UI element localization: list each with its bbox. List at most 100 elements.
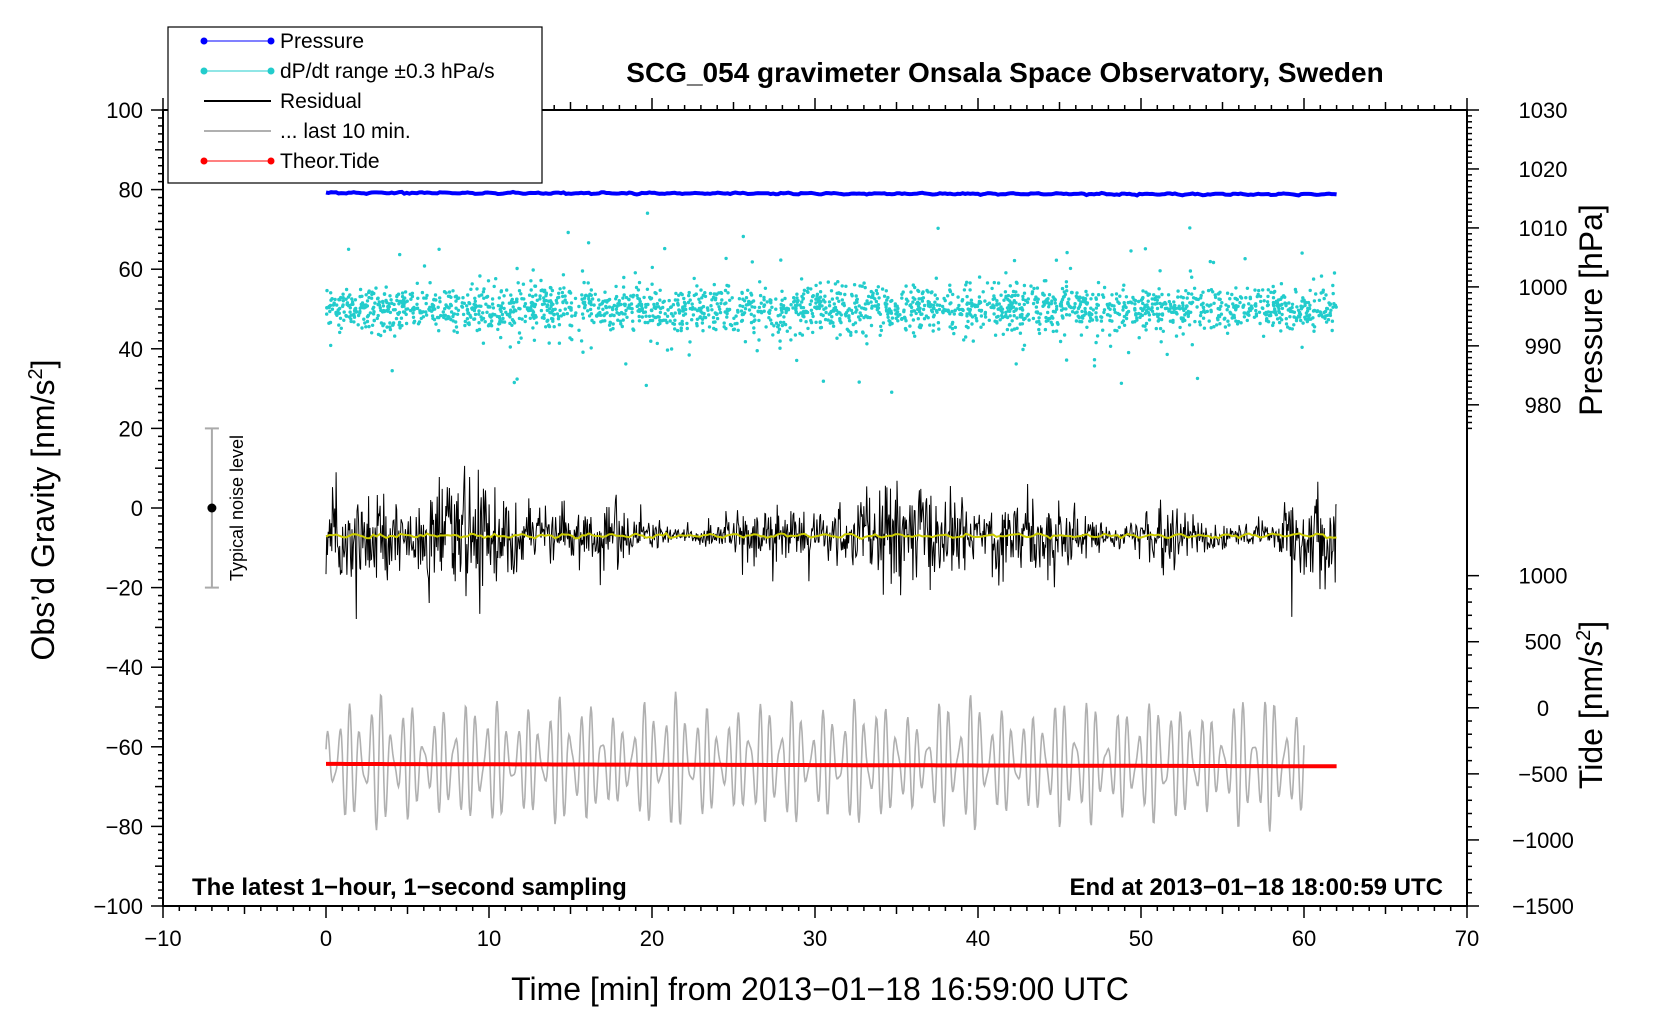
dpdt-point xyxy=(734,314,738,318)
dpdt-point xyxy=(1306,318,1310,322)
dpdt-point xyxy=(697,297,701,301)
dpdt-point xyxy=(990,286,994,291)
dpdt-point xyxy=(363,321,367,325)
dpdt-point xyxy=(432,317,437,322)
dpdt-point xyxy=(1031,301,1036,306)
dpdt-point xyxy=(949,301,953,305)
dpdt-point xyxy=(1261,306,1265,311)
dpdt-point xyxy=(1016,293,1020,297)
dpdt-point xyxy=(722,325,726,329)
dpdt-point xyxy=(682,296,686,301)
dpdt-point xyxy=(388,327,393,332)
dpdt-point xyxy=(1284,322,1289,326)
dpdt-point xyxy=(637,319,642,323)
dpdt-point xyxy=(879,324,883,329)
dpdt-point xyxy=(1091,308,1096,312)
dpdt-point xyxy=(611,326,615,331)
dpdt-point xyxy=(1276,298,1281,302)
dpdt-point xyxy=(832,302,836,306)
dpdt-point xyxy=(1051,329,1056,334)
dpdt-point xyxy=(1075,291,1079,295)
dpdt-point xyxy=(863,285,867,290)
theor-tide-series-line xyxy=(326,761,1337,769)
dpdt-point xyxy=(979,325,983,329)
dpdt-point xyxy=(1280,302,1284,307)
dpdt-point xyxy=(870,304,874,308)
dpdt-point xyxy=(397,323,401,327)
dpdt-point xyxy=(395,294,399,299)
dpdt-point xyxy=(811,294,815,298)
dpdt-point xyxy=(676,301,680,306)
dpdt-point xyxy=(878,312,883,316)
dpdt-point xyxy=(365,319,370,324)
dpdt-point xyxy=(1215,323,1219,327)
dpdt-point xyxy=(563,307,567,311)
dpdt-point xyxy=(802,288,807,292)
dpdt-point xyxy=(1080,320,1084,324)
dpdt-point xyxy=(1199,293,1203,298)
dpdt-point xyxy=(589,312,594,316)
dpdt-point xyxy=(1099,319,1104,323)
dpdt-point xyxy=(1009,306,1014,310)
dpdt-point xyxy=(1150,302,1155,306)
dpdt-point xyxy=(486,279,491,283)
dpdt-point xyxy=(992,296,997,301)
dpdt-point xyxy=(1147,318,1152,322)
dpdt-point xyxy=(438,300,442,304)
dpdt-point xyxy=(1010,319,1014,323)
residual-smoothed-line xyxy=(325,531,1337,541)
dpdt-point xyxy=(971,339,975,343)
dpdt-point xyxy=(669,347,674,351)
dpdt-point xyxy=(1308,288,1312,293)
dpdt-point xyxy=(1226,319,1230,323)
dpdt-point xyxy=(728,298,732,302)
dpdt-point xyxy=(712,282,716,287)
dpdt-point xyxy=(818,320,822,324)
dpdt-point xyxy=(1202,309,1206,314)
dpdt-point xyxy=(1265,300,1270,304)
dpdt-point xyxy=(501,316,505,321)
dpdt-point xyxy=(698,300,702,304)
dpdt-point xyxy=(587,299,592,303)
dpdt-point xyxy=(1136,299,1141,304)
dpdt-point xyxy=(449,310,454,314)
dpdt-point xyxy=(1248,295,1253,299)
dpdt-point xyxy=(1277,310,1282,315)
dpdt-point xyxy=(639,302,644,307)
dpdt-point xyxy=(580,269,585,273)
dpdt-point xyxy=(391,308,396,312)
dpdt-point xyxy=(952,312,956,316)
dpdt-point xyxy=(712,292,716,296)
dpdt-point xyxy=(631,327,635,331)
dpdt-point xyxy=(779,302,783,307)
dpdt-point xyxy=(922,317,927,321)
dpdt-point xyxy=(511,319,516,323)
dpdt-point xyxy=(644,302,648,307)
dpdt-point xyxy=(400,323,404,328)
dpdt-point xyxy=(614,284,618,289)
dpdt-point xyxy=(1234,296,1238,301)
dpdt-point xyxy=(895,304,899,308)
dpdt-point xyxy=(531,294,535,299)
dpdt-point xyxy=(920,312,924,316)
dpdt-point xyxy=(1062,333,1067,337)
dpdt-point xyxy=(658,310,663,315)
dpdt-point xyxy=(1108,344,1113,348)
dpdt-point xyxy=(499,309,503,314)
dpdt-point xyxy=(1094,297,1099,301)
dpdt-point xyxy=(740,318,745,323)
dpdt-point xyxy=(381,323,385,328)
dpdt-point xyxy=(1064,280,1069,284)
dpdt-point xyxy=(507,301,512,305)
dpdt-point xyxy=(1312,325,1317,329)
dpdt-point xyxy=(617,299,621,303)
dpdt-point xyxy=(466,311,470,315)
dpdt-point xyxy=(1047,302,1051,306)
dpdt-point xyxy=(917,297,921,301)
dpdt-point xyxy=(1159,340,1163,344)
dpdt-point xyxy=(1144,309,1149,313)
dpdt-point xyxy=(436,305,440,309)
dpdt-point xyxy=(1091,292,1095,297)
dpdt-point xyxy=(581,350,585,354)
dpdt-point xyxy=(1023,298,1028,303)
